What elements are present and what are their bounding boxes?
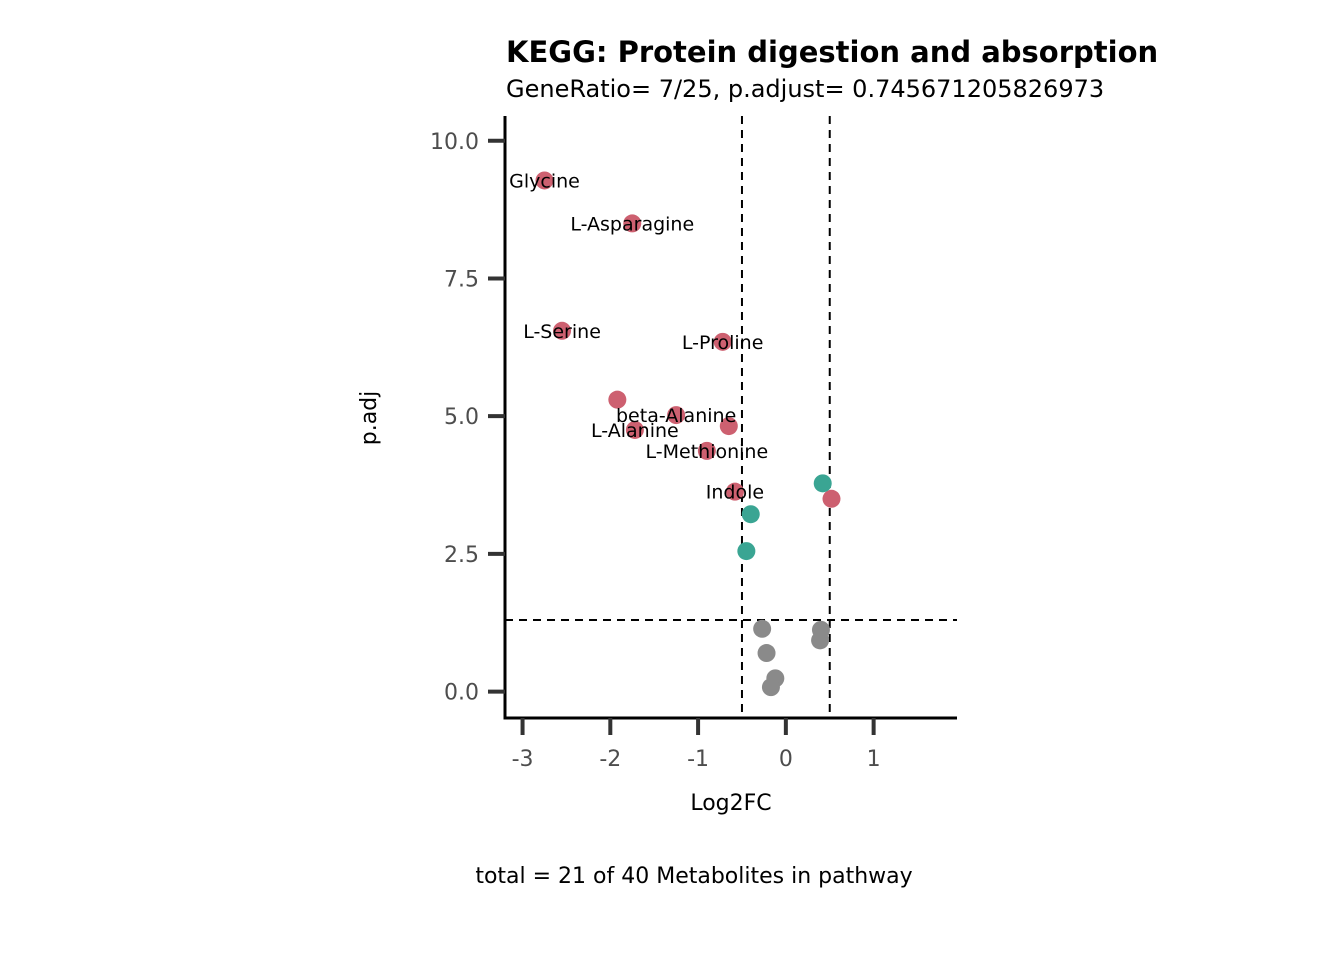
data-point xyxy=(753,619,772,638)
data-point xyxy=(719,417,738,436)
point-label: Indole xyxy=(706,482,764,504)
data-point xyxy=(535,171,554,190)
data-point xyxy=(761,678,780,697)
x-tick-label: -1 xyxy=(687,747,709,772)
data-point xyxy=(625,420,644,439)
x-tick-label: -2 xyxy=(599,747,621,772)
chart-subtitle: GeneRatio= 7/25, p.adjust= 0.74567120582… xyxy=(506,75,1104,103)
y-tick-label: 10.0 xyxy=(430,130,479,155)
plot-area: 0.0 2.5 5.0 7.5 10.0 -3 -2 -1 0 1 Glycine L-Asparag… xyxy=(430,116,957,772)
data-point xyxy=(553,321,572,340)
data-point xyxy=(623,214,642,233)
chart-caption: total = 21 of 40 Metabolites in pathway xyxy=(475,864,912,889)
data-point xyxy=(667,406,686,425)
chart-title: KEGG: Protein digestion and absorption xyxy=(506,35,1158,69)
x-tick-label: 0 xyxy=(779,747,793,772)
point-label: L-Alanine xyxy=(591,420,679,442)
data-point xyxy=(713,332,732,351)
point-label: L-Asparagine xyxy=(570,213,694,235)
data-point xyxy=(737,542,756,561)
data-point xyxy=(697,441,716,460)
data-point xyxy=(822,489,841,508)
y-tick-label: 2.5 xyxy=(444,543,479,568)
data-point xyxy=(608,390,627,409)
data-point xyxy=(757,644,776,663)
x-axis-title: Log2FC xyxy=(690,791,771,816)
point-label: L-Methionine xyxy=(646,441,769,463)
data-point xyxy=(741,505,760,524)
y-tick-label: 7.5 xyxy=(444,267,479,292)
x-tick-label: 1 xyxy=(867,747,881,772)
point-label: L-Serine xyxy=(523,321,601,343)
y-tick-label: 0.0 xyxy=(444,681,479,706)
point-label: beta-Alanine xyxy=(616,405,736,427)
data-point xyxy=(813,474,832,493)
point-label: Glycine xyxy=(509,170,580,192)
data-point xyxy=(725,482,744,501)
x-tick-label: -3 xyxy=(512,747,534,772)
point-label: L-Proline xyxy=(682,332,764,354)
data-point xyxy=(811,631,830,650)
y-axis-title: p.adj xyxy=(357,391,382,446)
y-tick-label: 5.0 xyxy=(444,405,479,430)
